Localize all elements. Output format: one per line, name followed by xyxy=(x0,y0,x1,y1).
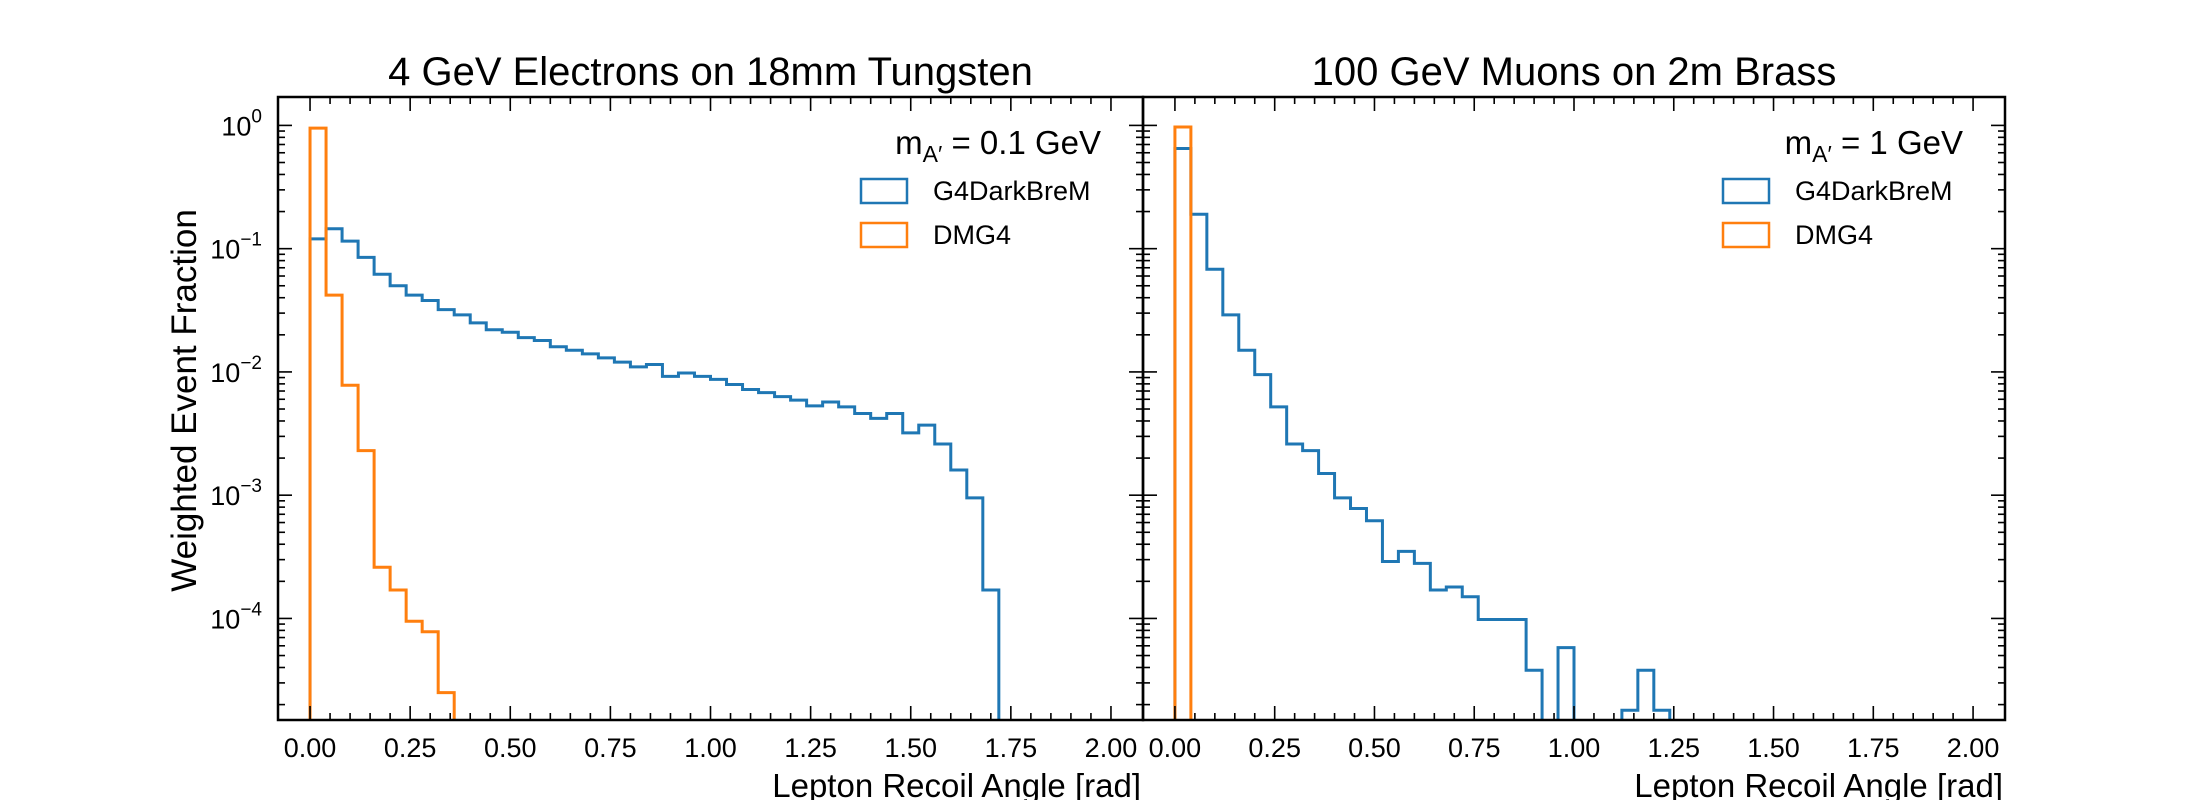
panel-electrons: 0.00 0.25 0.50 0.75 1.00 1.25 1.50 1.75 2.001001… xyxy=(210,50,1145,800)
x-ticks: 0.00 0.25 0.50 0.75 1.00 1.25 1.50 1.75 2.00 xyxy=(284,97,1137,763)
x-tick-label: 0.00 xyxy=(1149,733,1202,763)
legend-swatch-g4darkbrem xyxy=(859,177,909,205)
y-tick-label: 10−3 xyxy=(210,476,262,511)
x-tick-label: 1.75 xyxy=(1847,733,1900,763)
x-tick-label: 1.25 xyxy=(1647,733,1700,763)
x-tick-label: 0.00 xyxy=(284,733,337,763)
x-tick-label: 1.00 xyxy=(684,733,737,763)
legend: G4DarkBreM DMG4 xyxy=(1721,176,1953,250)
legend-label-g4darkbrem: G4DarkBreM xyxy=(1795,176,1953,206)
legend: G4DarkBreM DMG4 xyxy=(859,176,1091,250)
x-tick-label: 1.50 xyxy=(884,733,937,763)
series-g4darkbrem-histogram xyxy=(308,227,1001,720)
legend-swatch-g4darkbrem xyxy=(1721,177,1771,205)
x-tick-label: 1.75 xyxy=(985,733,1038,763)
x-tick-label: 1.50 xyxy=(1747,733,1800,763)
x-tick-label: 0.50 xyxy=(484,733,537,763)
x-axis-label: Lepton Recoil Angle [rad] xyxy=(1634,767,2003,800)
y-ticks xyxy=(1143,124,2005,706)
y-tick-label: 10−2 xyxy=(210,353,262,388)
x-tick-label: 0.75 xyxy=(584,733,637,763)
series-g4darkbrem-histogram xyxy=(1173,146,1672,720)
y-tick-label: 10−4 xyxy=(210,599,262,634)
legend-label-g4darkbrem: G4DarkBreM xyxy=(933,176,1091,206)
x-tick-label: 0.50 xyxy=(1348,733,1401,763)
series-dmg4-histogram xyxy=(1173,125,1193,720)
panel-muons: 0.00 0.25 0.50 0.75 1.00 1.25 1.50 1.75 2.00 100 … xyxy=(1141,50,2007,800)
x-tick-label: 1.00 xyxy=(1548,733,1601,763)
chart-title: 4 GeV Electrons on 18mm Tungsten xyxy=(388,50,1033,94)
x-tick-label: 1.25 xyxy=(784,733,837,763)
series-group xyxy=(1173,125,1672,720)
legend-label-dmg4: DMG4 xyxy=(933,220,1011,250)
legend-swatch-dmg4 xyxy=(859,221,909,249)
x-tick-label: 0.25 xyxy=(1248,733,1301,763)
y-axis-label: Weighted Event Fraction xyxy=(165,209,204,592)
mass-annotation: mA′ = 1 GeV xyxy=(1785,124,1963,167)
legend-label-dmg4: DMG4 xyxy=(1795,220,1873,250)
chart-title: 100 GeV Muons on 2m Brass xyxy=(1312,50,1837,94)
x-tick-label: 0.25 xyxy=(384,733,437,763)
x-tick-label: 0.75 xyxy=(1448,733,1501,763)
y-tick-label: 10−1 xyxy=(210,230,262,265)
series-dmg4-histogram xyxy=(308,126,456,720)
x-tick-label: 2.00 xyxy=(1947,733,2000,763)
x-tick-label: 2.00 xyxy=(1085,733,1138,763)
y-tick-label: 100 xyxy=(221,106,262,141)
x-axis-label: Lepton Recoil Angle [rad] xyxy=(772,767,1141,800)
y-ticks: 100 10−1 10−2 10−3 10−4 xyxy=(210,106,1143,706)
mass-annotation: mA′ = 0.1 GeV xyxy=(895,124,1101,167)
series-group xyxy=(308,126,1001,720)
legend-swatch-dmg4 xyxy=(1721,221,1771,249)
x-ticks: 0.00 0.25 0.50 0.75 1.00 1.25 1.50 1.75 2.00 xyxy=(1149,97,2000,763)
